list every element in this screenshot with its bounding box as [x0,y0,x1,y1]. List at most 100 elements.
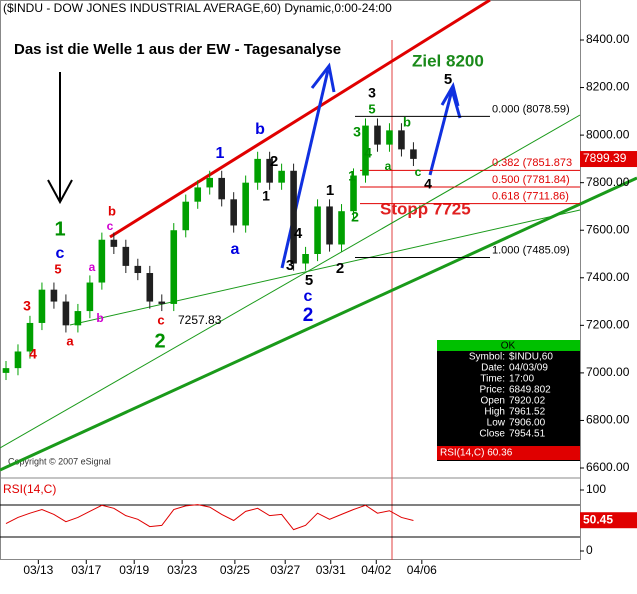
candle-body [242,182,249,226]
wave-label: 1 [348,168,356,184]
x-tick-label: 03/23 [167,563,197,577]
info-key: Price: [479,385,505,396]
y-tick-label: 8000.00 [586,127,630,141]
info-value: 7961.52 [509,407,546,418]
info-key: Date: [481,363,505,374]
info-key: Low [487,418,506,429]
x-tick-label: 04/02 [361,563,391,577]
last-price: 7899.39 [583,151,627,165]
candle-body [230,199,237,226]
wave-label: a [231,241,240,258]
info-header-bg [437,340,580,351]
info-key: Close [479,429,505,440]
x-tick-label: 03/27 [270,563,300,577]
wave-label: c [56,245,65,262]
rsi-title: RSI(14,C) [3,482,56,496]
candle-body [386,130,393,145]
candle-body [158,301,166,304]
wave-label: 1 [262,188,270,204]
wave-label: b [96,311,103,325]
x-tick-label: 03/25 [220,563,250,577]
wave-label: 4 [294,225,303,242]
wave-label: b [255,121,265,138]
candle-body [62,301,70,326]
wave-label: 2 [336,260,344,277]
wave-label: a [66,333,74,348]
wave-label: 5 [368,101,375,116]
trend-line [0,176,637,472]
candle-body [50,289,58,302]
copyright: Copyright © 2007 eSignal [8,456,111,466]
info-value: 7906.00 [509,418,546,429]
wave-label: 5 [444,71,452,88]
trend-line [69,209,581,326]
wave-label: 3 [286,257,294,274]
arrow [428,89,454,176]
wave-label: 2 [351,209,359,225]
wave-label: b [108,203,116,218]
rsi-line [5,504,414,531]
trend-line [109,0,491,239]
candle-body [74,311,82,326]
chart-title: ($INDU - DOW JONES INDUSTRIAL AVERAGE,60… [3,1,392,15]
y-tick-label: 6600.00 [586,460,630,474]
candle-body [2,368,10,373]
info-rsi: RSI(14,C) 60.36 [440,448,513,459]
y-tick-label: 6800.00 [586,413,630,427]
info-key: Open [481,396,505,407]
candle-body [374,125,381,145]
info-box: OK RSI(14,C) 60.36 [437,340,580,461]
y-tick-label: 8200.00 [586,80,630,94]
arrow-head [440,82,460,107]
candle-body [206,177,214,188]
info-value: 6849.802 [509,385,551,396]
arrow-head [47,179,73,205]
candle-body [122,246,130,266]
rsi-last: 50.45 [583,512,613,526]
candle-body [290,170,297,264]
subtitle: Das ist die Welle 1 aus der EW - Tagesan… [14,41,341,58]
y-tick-label: 7200.00 [586,318,630,332]
rsi-tick-label: 100 [586,482,606,496]
y-tick-label: 7600.00 [586,222,630,236]
y-tick-label: 7000.00 [586,365,630,379]
wave-label: 4 [29,346,37,362]
wave-label: 3 [353,124,361,140]
candle-body [146,273,154,302]
candle-body [314,206,321,254]
wave-label: a [89,260,96,274]
candle-body [218,177,225,200]
x-tick-label: 04/06 [407,563,437,577]
target-label: Ziel 8200 [412,51,484,70]
candle-body [410,149,417,159]
candle-body [26,322,34,352]
wave-label: 5 [305,272,313,289]
wave-label: 2 [154,330,165,352]
candle-body [134,265,142,274]
rsi-last-bg [580,512,637,529]
y-tick-label: 8400.00 [586,32,630,46]
candle-body [398,130,405,150]
candle-body [182,201,190,231]
y-tick-label: 7400.00 [586,270,630,284]
candle-body [98,239,106,283]
candle-body [254,158,261,183]
candle-body [278,170,285,183]
plot-frame [0,0,581,560]
candle-body [302,254,309,264]
info-key: Symbol: [469,352,505,363]
candle-body [14,351,22,369]
wave-label: c [157,312,164,327]
x-tick-label: 03/17 [71,563,101,577]
info-value: 17:00 [509,374,534,385]
candle-body [338,211,345,245]
fib-label: 0.382 (7851.873 [492,157,572,169]
wave-label: 4 [424,176,432,192]
info-key: Time: [480,374,505,385]
candle-body [362,125,369,176]
candle-body [266,158,273,183]
x-tick-label: 03/31 [316,563,346,577]
fib-label: 0.500 (7781.84) [492,174,570,186]
